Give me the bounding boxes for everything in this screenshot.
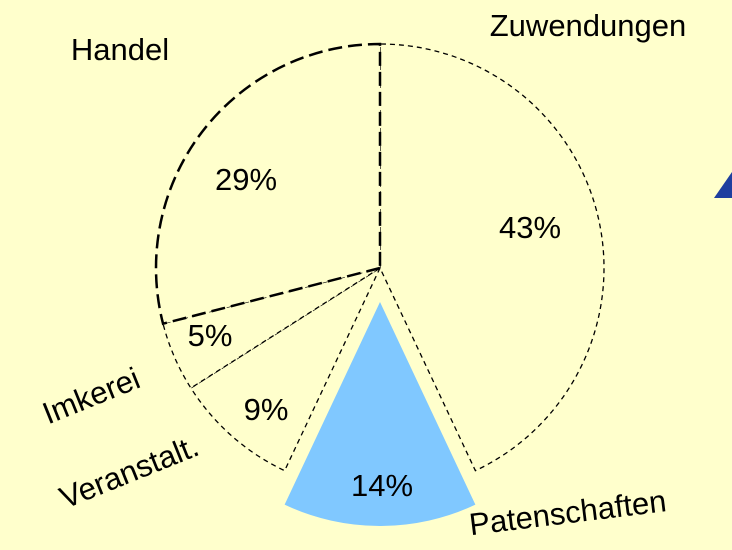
pie-slice bbox=[162, 267, 381, 389]
pie-slice bbox=[379, 43, 605, 472]
value-label: 5% bbox=[188, 318, 233, 353]
value-label: 43% bbox=[499, 210, 561, 245]
value-label: 14% bbox=[351, 468, 413, 503]
pie-slice bbox=[284, 302, 476, 527]
decoration bbox=[714, 172, 732, 198]
category-label: Handel bbox=[71, 32, 169, 67]
value-label: 29% bbox=[215, 162, 277, 197]
value-label: 9% bbox=[244, 392, 289, 427]
pie bbox=[154, 42, 605, 527]
category-label: Zuwendungen bbox=[490, 8, 687, 43]
pie-slice bbox=[189, 266, 382, 472]
pie-slice bbox=[154, 42, 382, 326]
